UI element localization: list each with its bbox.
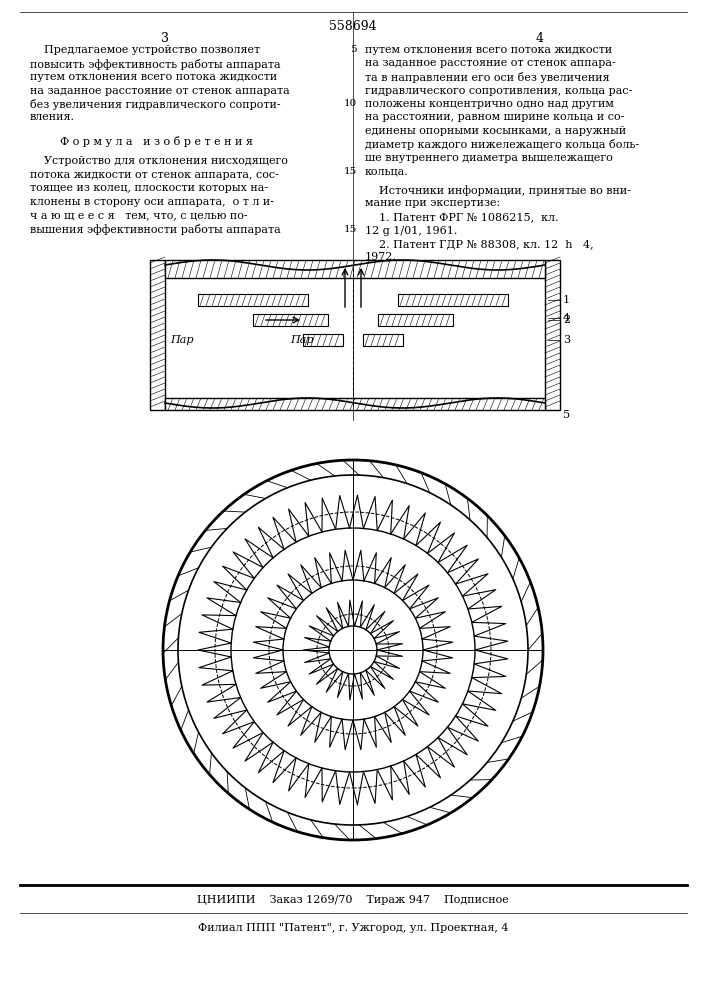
Text: диаметр каждого нижележащего кольца боль-: диаметр каждого нижележащего кольца боль… — [365, 139, 639, 150]
Text: 3: 3 — [563, 335, 570, 345]
Bar — [398, 294, 508, 306]
Text: единены опорными косынками, а наружный: единены опорными косынками, а наружный — [365, 126, 626, 136]
Text: гидравлического сопротивления, кольца рас-: гидравлического сопротивления, кольца ра… — [365, 86, 632, 96]
Text: повысить эффективность работы аппарата: повысить эффективность работы аппарата — [30, 58, 281, 70]
Text: Пар: Пар — [170, 335, 194, 345]
Text: путем отклонения всего потока жидкости: путем отклонения всего потока жидкости — [365, 45, 612, 55]
Text: 558694: 558694 — [329, 20, 377, 33]
Text: 1. Патент ФРГ № 1086215,  кл.: 1. Патент ФРГ № 1086215, кл. — [365, 212, 559, 222]
Text: 2: 2 — [563, 315, 570, 325]
Text: 4: 4 — [536, 32, 544, 45]
Bar — [165, 398, 545, 410]
Text: без увеличения гидравлического сопроти-: без увеличения гидравлического сопроти- — [30, 99, 281, 110]
Text: Предлагаемое устройство позволяет: Предлагаемое устройство позволяет — [30, 45, 260, 55]
Text: 1: 1 — [563, 295, 570, 305]
Text: 5: 5 — [563, 410, 570, 420]
Bar — [378, 314, 453, 326]
Text: Источники информации, принятые во вни-: Источники информации, принятые во вни- — [365, 185, 631, 196]
Text: 1972.: 1972. — [365, 252, 397, 262]
Text: 12 g 1/01, 1961.: 12 g 1/01, 1961. — [365, 226, 457, 235]
Text: на заданное расстояние от стенок аппара-: на заданное расстояние от стенок аппара- — [365, 58, 616, 68]
Text: Ф о р м у л а   и з о б р е т е н и я: Ф о р м у л а и з о б р е т е н и я — [60, 136, 253, 147]
Text: мание при экспертизе:: мание при экспертизе: — [365, 198, 501, 209]
Text: 3: 3 — [161, 32, 169, 45]
Bar — [545, 260, 560, 410]
Text: клонены в сторону оси аппарата,  о т л и-: клонены в сторону оси аппарата, о т л и- — [30, 197, 274, 207]
Text: Пар: Пар — [290, 335, 313, 345]
Text: тоящее из колец, плоскости которых на-: тоящее из колец, плоскости которых на- — [30, 183, 268, 193]
Text: ч а ю щ е е с я   тем, что, с целью по-: ч а ю щ е е с я тем, что, с целью по- — [30, 210, 247, 220]
Text: потока жидкости от стенок аппарата, сос-: потока жидкости от стенок аппарата, сос- — [30, 170, 279, 180]
Text: 2. Патент ГДР № 88308, кл. 12  h   4,: 2. Патент ГДР № 88308, кл. 12 h 4, — [365, 239, 594, 249]
Text: Устройство для отклонения нисходящего: Устройство для отклонения нисходящего — [30, 156, 288, 166]
Text: положены концентрично одно над другим: положены концентрично одно над другим — [365, 99, 614, 109]
Text: на расстоянии, равном ширине кольца и со-: на расстоянии, равном ширине кольца и со… — [365, 112, 624, 122]
Text: на заданное расстояние от стенок аппарата: на заданное расстояние от стенок аппарат… — [30, 86, 290, 96]
Bar — [253, 314, 328, 326]
Text: путем отклонения всего потока жидкости: путем отклонения всего потока жидкости — [30, 72, 277, 82]
Text: ше внутреннего диаметра вышележащего: ше внутреннего диаметра вышележащего — [365, 153, 613, 163]
Bar — [165, 260, 545, 278]
Text: Филиал ППП "Патент", г. Ужгород, ул. Проектная, 4: Филиал ППП "Патент", г. Ужгород, ул. Про… — [198, 923, 508, 933]
Text: кольца.: кольца. — [365, 166, 409, 176]
Text: 10: 10 — [344, 99, 357, 108]
Bar — [198, 294, 308, 306]
Bar — [150, 260, 165, 410]
Text: та в направлении его оси без увеличения: та в направлении его оси без увеличения — [365, 72, 609, 83]
Text: 15: 15 — [344, 226, 357, 234]
Text: ЦНИИПИ    Заказ 1269/70    Тираж 947    Подписное: ЦНИИПИ Заказ 1269/70 Тираж 947 Подписное — [197, 895, 509, 905]
Text: 4: 4 — [563, 313, 570, 323]
Bar — [363, 334, 403, 346]
Text: 15: 15 — [344, 166, 357, 176]
Bar — [303, 334, 343, 346]
Text: 5: 5 — [351, 45, 357, 54]
Text: вления.: вления. — [30, 112, 75, 122]
Text: вышения эффективности работы аппарата: вышения эффективности работы аппарата — [30, 224, 281, 235]
